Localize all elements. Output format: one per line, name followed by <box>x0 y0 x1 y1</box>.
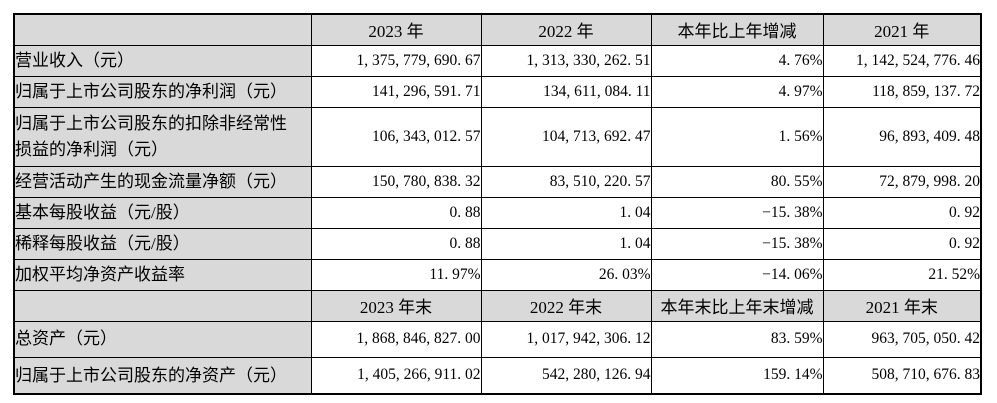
row-label: 稀释每股收益（元/股） <box>13 227 312 260</box>
table-row-net-profit-excl-nonrecurring: 归属于上市公司股东的扣除非经常性 损益的净利润（元） 106, 343, 012… <box>13 106 982 167</box>
value-cell: 0. 92 <box>822 227 982 260</box>
value-cell: −15. 38% <box>650 227 824 260</box>
value-cell: 83. 59% <box>650 320 824 358</box>
table-row-net-assets: 归属于上市公司股东的净资产（元） 1, 405, 266, 911. 02 54… <box>13 356 982 395</box>
value-cell: 0. 88 <box>310 196 482 229</box>
value-cell: 1, 313, 330, 262. 51 <box>480 44 652 77</box>
row-label: 经营活动产生的现金流量净额（元） <box>13 165 312 198</box>
value-cell: 106, 343, 012. 57 <box>310 106 482 167</box>
value-cell: 508, 710, 676. 83 <box>822 356 982 395</box>
col-header-2023: 2023 年 <box>310 13 482 46</box>
value-cell: 104, 713, 692. 47 <box>480 106 652 167</box>
table-row-revenue: 营业收入（元） 1, 375, 779, 690. 67 1, 313, 330… <box>13 44 982 77</box>
value-cell: 1. 04 <box>480 196 652 229</box>
value-cell: −14. 06% <box>650 258 824 291</box>
col-header-empty-end <box>13 289 312 322</box>
col-header-2022: 2022 年 <box>480 13 652 46</box>
value-cell: 83, 510, 220. 57 <box>480 165 652 198</box>
value-cell: 1, 017, 942, 306. 12 <box>480 320 652 358</box>
row-label: 归属于上市公司股东的净利润（元） <box>13 75 312 108</box>
value-cell: 1, 375, 779, 690. 67 <box>310 44 482 77</box>
value-cell: 159. 14% <box>650 356 824 395</box>
row-label: 归属于上市公司股东的净资产（元） <box>13 356 312 395</box>
value-cell: 11. 97% <box>310 258 482 291</box>
value-cell: 26. 03% <box>480 258 652 291</box>
table-header-row-annual: 2023 年 2022 年 本年比上年增减 2021 年 <box>13 13 982 46</box>
row-label: 归属于上市公司股东的扣除非经常性 损益的净利润（元） <box>13 106 312 167</box>
table-row-operating-cash-flow: 经营活动产生的现金流量净额（元） 150, 780, 838. 32 83, 5… <box>13 165 982 198</box>
value-cell: −15. 38% <box>650 196 824 229</box>
value-cell: 134, 611, 084. 11 <box>480 75 652 108</box>
col-header-2023-end: 2023 年末 <box>310 289 482 322</box>
col-header-yoy-change: 本年比上年增减 <box>650 13 824 46</box>
col-header-2021: 2021 年 <box>822 13 982 46</box>
value-cell: 150, 780, 838. 32 <box>310 165 482 198</box>
value-cell: 141, 296, 591. 71 <box>310 75 482 108</box>
financial-summary-table: 2023 年 2022 年 本年比上年增减 2021 年 营业收入（元） 1, … <box>13 13 982 395</box>
value-cell: 72, 879, 998. 20 <box>822 165 982 198</box>
value-cell: 21. 52% <box>822 258 982 291</box>
value-cell: 118, 859, 137. 72 <box>822 75 982 108</box>
col-header-2022-end: 2022 年末 <box>480 289 652 322</box>
row-label: 总资产（元） <box>13 320 312 358</box>
row-label: 营业收入（元） <box>13 44 312 77</box>
table-row-total-assets: 总资产（元） 1, 868, 846, 827. 00 1, 017, 942,… <box>13 320 982 358</box>
col-header-yoy-end-change: 本年末比上年末增减 <box>650 289 824 322</box>
value-cell: 0. 92 <box>822 196 982 229</box>
table-row-diluted-eps: 稀释每股收益（元/股） 0. 88 1. 04 −15. 38% 0. 92 <box>13 227 982 260</box>
value-cell: 1. 56% <box>650 106 824 167</box>
table-row-basic-eps: 基本每股收益（元/股） 0. 88 1. 04 −15. 38% 0. 92 <box>13 196 982 229</box>
value-cell: 4. 76% <box>650 44 824 77</box>
value-cell: 963, 705, 050. 42 <box>822 320 982 358</box>
row-label: 加权平均净资产收益率 <box>13 258 312 291</box>
value-cell: 1, 405, 266, 911. 02 <box>310 356 482 395</box>
row-label: 基本每股收益（元/股） <box>13 196 312 229</box>
value-cell: 96, 893, 409. 48 <box>822 106 982 167</box>
value-cell: 1. 04 <box>480 227 652 260</box>
value-cell: 4. 97% <box>650 75 824 108</box>
value-cell: 542, 280, 126. 94 <box>480 356 652 395</box>
col-header-2021-end: 2021 年末 <box>822 289 982 322</box>
col-header-empty <box>13 13 312 46</box>
table-header-row-year-end: 2023 年末 2022 年末 本年末比上年末增减 2021 年末 <box>13 289 982 322</box>
value-cell: 1, 142, 524, 776. 46 <box>822 44 982 77</box>
value-cell: 1, 868, 846, 827. 00 <box>310 320 482 358</box>
value-cell: 0. 88 <box>310 227 482 260</box>
value-cell: 80. 55% <box>650 165 824 198</box>
table-row-weighted-avg-roe: 加权平均净资产收益率 11. 97% 26. 03% −14. 06% 21. … <box>13 258 982 291</box>
table-row-net-profit: 归属于上市公司股东的净利润（元） 141, 296, 591. 71 134, … <box>13 75 982 108</box>
